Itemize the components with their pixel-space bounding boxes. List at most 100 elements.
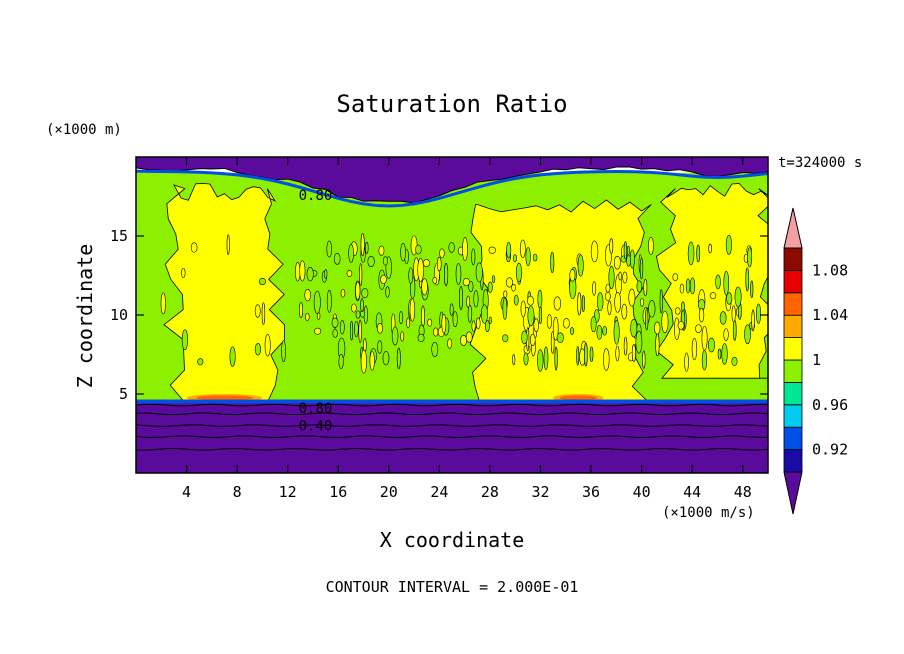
speckle — [441, 313, 447, 334]
speckle — [715, 274, 721, 290]
x-tick-label: 32 — [531, 483, 549, 501]
speckle — [396, 347, 401, 370]
speckle — [756, 303, 762, 324]
speckle — [552, 316, 559, 341]
speckle — [596, 292, 604, 312]
speckle — [538, 305, 543, 325]
speckle — [331, 317, 339, 328]
speckle — [584, 342, 588, 367]
speckle — [465, 331, 473, 343]
speckle — [488, 316, 492, 325]
colorbar-lower-extension — [783, 471, 803, 515]
speckle — [417, 258, 424, 282]
speckle — [708, 243, 712, 254]
speckle — [691, 337, 698, 361]
x-tick-label: 8 — [233, 483, 242, 501]
contour-label: 0.40 — [299, 419, 333, 435]
speckle — [398, 311, 404, 325]
speckle — [431, 341, 439, 357]
speckle — [576, 346, 580, 366]
x-tick-label: 48 — [734, 483, 752, 501]
speckle — [613, 320, 620, 345]
speckle — [299, 302, 303, 319]
time-label: t=324000 s — [778, 155, 862, 171]
speckle — [726, 292, 733, 305]
speckle — [731, 356, 738, 366]
speckle — [687, 241, 695, 266]
speckle — [628, 288, 636, 307]
y-unit-label: (×1000 m) — [46, 122, 122, 138]
speckle — [421, 278, 428, 296]
speckle — [550, 251, 555, 274]
speckle — [281, 340, 286, 363]
speckle — [674, 307, 681, 315]
speckle — [681, 301, 685, 312]
speckle — [533, 318, 539, 332]
speckle — [355, 281, 361, 300]
speckle — [360, 349, 367, 374]
speckle — [295, 262, 301, 282]
y-axis: 5 10 15 — [110, 227, 768, 403]
speckle — [377, 340, 383, 354]
speckle — [677, 321, 685, 330]
speckle — [459, 285, 463, 311]
speckle — [340, 288, 346, 298]
speckle — [423, 259, 431, 268]
speckle — [592, 281, 597, 296]
contour-label: 0.80 — [299, 401, 333, 417]
speckle — [750, 280, 754, 299]
x-tick-label: 16 — [329, 483, 347, 501]
speckle — [618, 271, 622, 281]
speckle — [229, 346, 236, 367]
speckle — [645, 308, 649, 331]
speckle — [745, 267, 750, 292]
speckle — [520, 300, 526, 318]
speckle — [751, 309, 755, 332]
speckle — [590, 240, 599, 263]
y-tick-label: 10 — [110, 306, 128, 324]
speckle — [626, 254, 631, 267]
speckle — [351, 303, 357, 313]
speckle — [475, 262, 483, 283]
contour-label: 0.80 — [299, 188, 333, 204]
x-unit-label: (×1000 m/s) — [662, 505, 755, 521]
speckle — [400, 331, 405, 342]
x-tick-label: 12 — [279, 483, 297, 501]
speckle — [630, 318, 638, 338]
speckle — [190, 242, 198, 253]
speckle — [590, 316, 597, 333]
speckle — [339, 320, 345, 335]
speckle — [360, 298, 364, 313]
speckle — [512, 254, 517, 263]
isoline — [136, 424, 768, 427]
speckle — [304, 288, 311, 302]
speckle — [569, 269, 576, 282]
speckle — [685, 278, 691, 294]
speckle — [448, 242, 455, 253]
speckle — [365, 241, 369, 254]
speckle — [512, 354, 516, 366]
speckle — [359, 263, 363, 287]
colorbar-band — [783, 449, 803, 473]
speckle — [519, 239, 526, 258]
speckle — [487, 281, 493, 293]
speckle — [623, 241, 628, 260]
speckle — [506, 241, 512, 259]
speckle — [527, 295, 534, 306]
isoline — [136, 448, 768, 451]
speckle — [488, 246, 496, 254]
speckle — [525, 247, 531, 267]
speckle — [468, 281, 474, 292]
speckle — [626, 245, 630, 256]
isoline — [136, 412, 768, 416]
speckle — [473, 290, 479, 308]
speckle — [613, 255, 621, 270]
speckle — [421, 305, 425, 328]
speckle-group — [160, 233, 762, 374]
speckle — [659, 289, 663, 314]
x-tick-label: 40 — [633, 483, 651, 501]
colorbar-band — [783, 359, 803, 383]
speckle — [406, 317, 411, 329]
speckle — [503, 290, 508, 298]
colorbar-band — [783, 381, 803, 406]
